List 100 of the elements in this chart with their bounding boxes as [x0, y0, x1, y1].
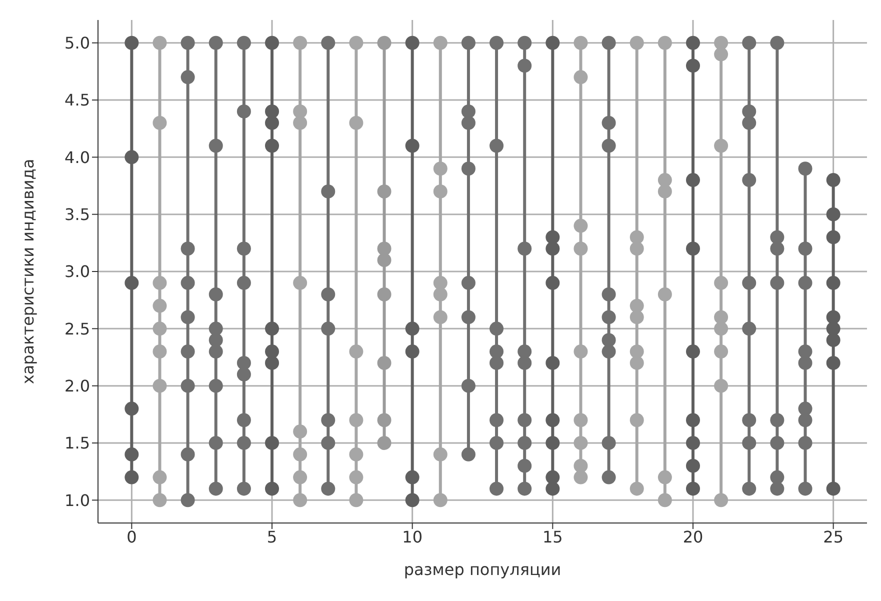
point: [152, 298, 167, 313]
point: [433, 493, 448, 508]
point: [152, 378, 167, 393]
point: [461, 162, 476, 176]
point: [377, 356, 392, 370]
point: [377, 413, 392, 428]
point: [686, 36, 700, 50]
point: [574, 344, 588, 359]
point: [236, 482, 251, 496]
point: [574, 436, 588, 450]
point: [602, 470, 616, 484]
point: [236, 242, 251, 256]
point: [714, 310, 728, 324]
point: [180, 310, 195, 324]
point: [602, 344, 616, 359]
point: [742, 276, 756, 290]
point: [826, 310, 840, 324]
x-tick-label: 0: [126, 527, 137, 546]
point: [208, 36, 223, 50]
point: [265, 104, 280, 118]
point: [236, 367, 251, 382]
point: [377, 36, 392, 50]
y-tick-label: 1.5: [64, 434, 90, 453]
point: [714, 138, 728, 153]
point: [124, 36, 139, 50]
point: [658, 287, 672, 302]
point: [518, 58, 532, 73]
point: [574, 218, 588, 233]
point: [265, 344, 280, 359]
point: [798, 356, 812, 370]
point: [208, 333, 223, 348]
point: [630, 413, 644, 428]
y-tick-label: 2.5: [64, 319, 90, 338]
point: [349, 447, 364, 462]
point: [461, 378, 476, 393]
point: [770, 436, 784, 450]
point: [798, 482, 812, 496]
point: [630, 356, 644, 370]
point: [152, 276, 167, 290]
point: [236, 413, 251, 428]
point: [321, 482, 336, 496]
x-tick-label: 15: [542, 527, 563, 546]
point: [518, 458, 532, 473]
point: [265, 356, 280, 370]
point: [293, 470, 308, 484]
point: [742, 482, 756, 496]
point: [546, 276, 560, 290]
point: [321, 287, 336, 302]
point: [826, 230, 840, 244]
point: [630, 230, 644, 244]
point: [180, 276, 195, 290]
point: [518, 482, 532, 496]
point: [152, 116, 167, 130]
point: [714, 322, 728, 336]
point: [349, 36, 364, 50]
point: [321, 36, 336, 50]
point: [180, 493, 195, 508]
point: [490, 322, 504, 336]
point: [405, 344, 420, 359]
point: [798, 413, 812, 428]
point: [826, 356, 840, 370]
point: [490, 344, 504, 359]
point: [124, 402, 139, 416]
point: [630, 344, 644, 359]
point: [265, 482, 280, 496]
point: [321, 184, 336, 198]
point: [798, 242, 812, 256]
point: [602, 287, 616, 302]
point: [798, 162, 812, 176]
point: [658, 36, 672, 50]
point: [349, 344, 364, 359]
point: [742, 322, 756, 336]
point: [293, 104, 308, 118]
point: [602, 436, 616, 450]
point: [208, 344, 223, 359]
point: [490, 356, 504, 370]
point: [293, 424, 308, 439]
point: [686, 58, 700, 73]
point: [265, 116, 280, 130]
point: [714, 276, 728, 290]
point: [180, 36, 195, 50]
point: [236, 36, 251, 50]
x-tick-label: 25: [823, 527, 844, 546]
point: [377, 242, 392, 256]
x-axis-title: размер популяции: [404, 560, 562, 579]
point: [574, 242, 588, 256]
point: [518, 344, 532, 359]
point: [124, 150, 139, 164]
point: [546, 230, 560, 244]
point: [742, 104, 756, 118]
point: [321, 413, 336, 428]
point: [208, 482, 223, 496]
point: [293, 447, 308, 462]
point: [405, 36, 420, 50]
point: [602, 116, 616, 130]
point: [208, 436, 223, 450]
point: [742, 173, 756, 188]
y-tick-label: 5.0: [64, 34, 90, 53]
point: [770, 242, 784, 256]
point: [293, 36, 308, 50]
